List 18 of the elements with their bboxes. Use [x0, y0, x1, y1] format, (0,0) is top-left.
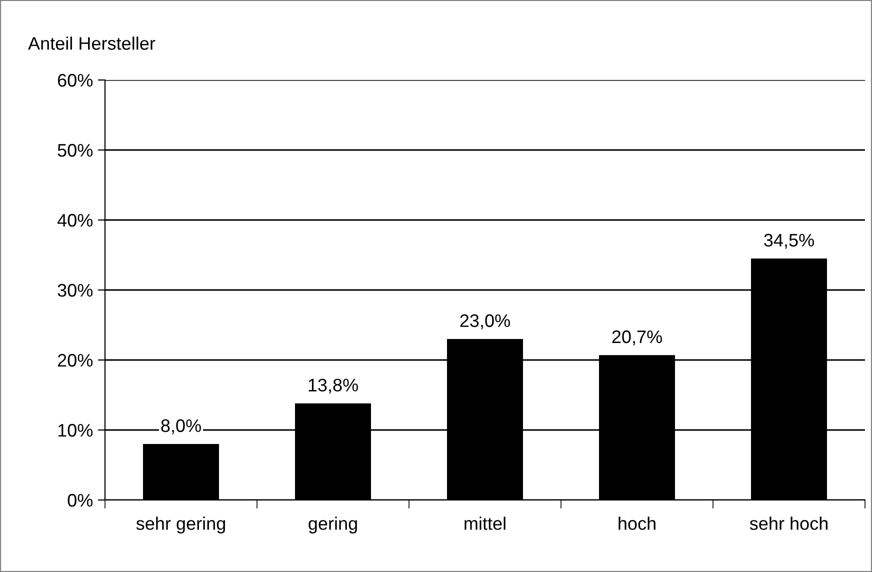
data-label: 34,5%	[764, 234, 814, 249]
y-tick-label: 0%	[68, 494, 93, 507]
y-tick-label: 50%	[58, 144, 93, 157]
data-label: 20,7%	[612, 330, 662, 346]
x-tick-label: sehr hoch	[750, 516, 828, 530]
y-tick-label: 40%	[57, 214, 93, 227]
y-tick-label: 30%	[58, 284, 93, 297]
x-tick-label: hoch	[618, 516, 656, 530]
x-tick-label: sehr gering	[136, 516, 226, 534]
y-tick-label: 10%	[58, 424, 93, 437]
y-tick-label: 20%	[58, 354, 93, 367]
x-tick-label: gering	[308, 516, 357, 534]
data-label: 23,0%	[460, 314, 510, 330]
data-label: 13,8%	[308, 378, 358, 394]
y-tick-label: 60%	[58, 74, 93, 87]
data-label: 8,0%	[161, 419, 201, 434]
y-axis-title: Anteil Hersteller	[28, 36, 156, 50]
x-tick-label: mittel	[464, 516, 506, 530]
